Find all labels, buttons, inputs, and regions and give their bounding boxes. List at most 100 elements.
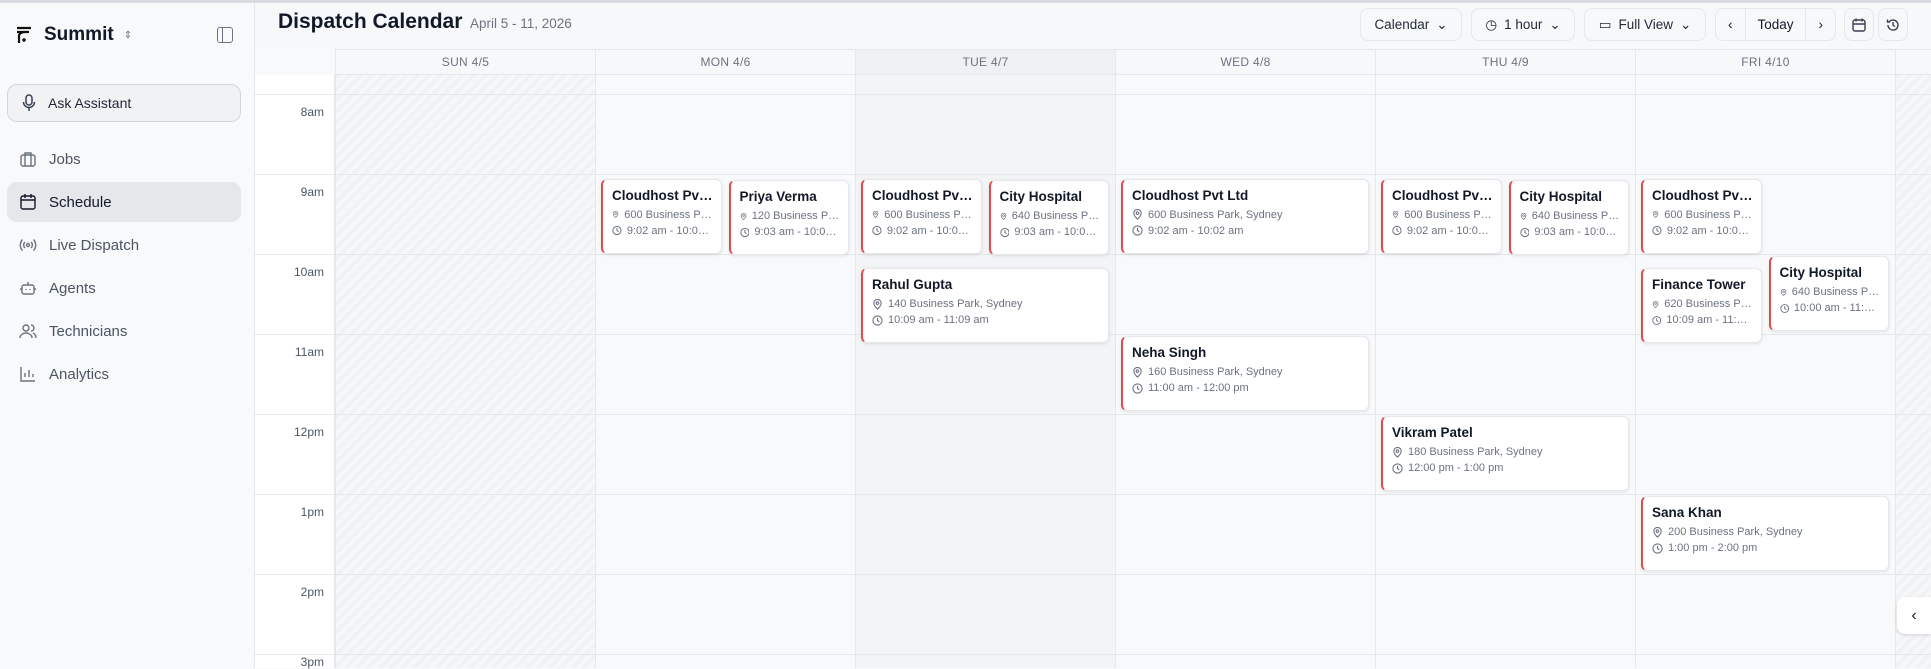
previous-week-button[interactable]: ‹ bbox=[1716, 9, 1746, 40]
ask-assistant-button[interactable]: Ask Assistant bbox=[7, 84, 241, 122]
job-title: City Hospital bbox=[1519, 189, 1603, 204]
job-address: 640 Business Park, Sydney bbox=[1791, 286, 1880, 298]
calendar-icon: ▭ bbox=[1598, 16, 1612, 32]
date-picker-button[interactable] bbox=[1844, 8, 1874, 41]
day-column[interactable] bbox=[1895, 75, 1931, 668]
job-card[interactable]: City Hospital 640 Business Park, Sydney … bbox=[1508, 180, 1629, 255]
sidebar-item-technicians[interactable]: Technicians bbox=[7, 311, 241, 351]
calendar-icon bbox=[20, 194, 36, 210]
job-card[interactable]: Rahul Gupta 140 Business Park, Sydney 10… bbox=[861, 268, 1109, 343]
job-card[interactable]: Vikram Patel 180 Business Park, Sydney 1… bbox=[1381, 416, 1629, 491]
date-navigation: ‹ Today › bbox=[1715, 8, 1836, 41]
time-gutter: 8am 9am 10am 11am 12pm 1pm 2pm 3pm bbox=[255, 75, 335, 668]
map-pin-icon bbox=[1133, 209, 1142, 220]
job-card[interactable]: Cloudhost Pvt Ltd 600 Business Park, Syd… bbox=[1121, 178, 1369, 254]
map-pin-icon bbox=[872, 210, 879, 219]
map-pin-icon bbox=[1392, 210, 1399, 219]
job-card[interactable]: Sana Khan 200 Business Park, Sydney 1:00… bbox=[1641, 496, 1889, 571]
day-column[interactable] bbox=[1115, 75, 1375, 668]
job-card[interactable]: City Hospital 640 Business Park, Sydney … bbox=[1768, 256, 1889, 331]
job-card[interactable]: Cloudhost Pvt Ltd 600 Business Park, Syd… bbox=[601, 178, 722, 254]
hour-label: 9am bbox=[300, 185, 324, 199]
job-time: 9:03 am - 10:03 am bbox=[754, 226, 840, 238]
sidebar-item-agents[interactable]: Agents bbox=[7, 268, 241, 308]
view-select[interactable]: Calendar ⌄ bbox=[1360, 8, 1462, 41]
day-column[interactable] bbox=[335, 75, 595, 668]
job-address: 640 Business Park, Sydney bbox=[1011, 210, 1100, 222]
sidebar-item-label: Agents bbox=[49, 279, 96, 297]
job-title: Sana Khan bbox=[1652, 505, 1722, 520]
chevron-left-icon: ‹ bbox=[1911, 606, 1917, 624]
hour-line bbox=[255, 174, 1931, 175]
sidebar: Summit ⇕ Ask Assistant Jobs Schedule Live … bbox=[0, 0, 255, 668]
page-title: Dispatch Calendar bbox=[278, 10, 463, 33]
today-button[interactable]: Today bbox=[1746, 9, 1807, 40]
map-pin-icon bbox=[1393, 446, 1402, 458]
workspace-name: Summit bbox=[44, 24, 114, 45]
sidebar-item-schedule[interactable]: Schedule bbox=[7, 182, 241, 222]
job-time: 9:02 am - 10:02 am bbox=[626, 224, 713, 237]
day-column[interactable] bbox=[855, 75, 1115, 668]
map-pin-icon bbox=[1653, 526, 1662, 538]
job-time: 9:03 am - 10:03 am bbox=[1534, 226, 1620, 238]
clock-icon bbox=[1392, 462, 1403, 474]
collapse-sidebar-icon[interactable] bbox=[217, 27, 233, 43]
job-time: 12:00 pm - 1:00 pm bbox=[1408, 462, 1504, 474]
day-column[interactable] bbox=[1635, 75, 1895, 668]
hour-line bbox=[255, 414, 1931, 415]
job-card[interactable]: Finance Tower 620 Business Park, Sydney … bbox=[1641, 268, 1762, 343]
interval-select[interactable]: ◷ 1 hour ⌄ bbox=[1471, 8, 1575, 41]
map-pin-icon bbox=[873, 298, 882, 310]
job-card[interactable]: Neha Singh 160 Business Park, Sydney 11:… bbox=[1121, 336, 1369, 411]
job-title: Neha Singh bbox=[1132, 345, 1207, 360]
mode-select[interactable]: ▭ Full View ⌄ bbox=[1584, 8, 1706, 41]
job-card[interactable]: Cloudhost Pvt Ltd 600 Business Park, Syd… bbox=[1381, 178, 1502, 254]
sidebar-nav: Jobs Schedule Live Dispatch Agents Technicia… bbox=[7, 139, 241, 397]
history-button[interactable] bbox=[1878, 8, 1908, 41]
hour-label: 11am bbox=[294, 345, 324, 359]
job-time: 9:02 am - 10:02 am bbox=[1406, 224, 1493, 237]
hour-label: 3pm bbox=[300, 655, 324, 669]
job-address: 600 Business Park, Sydney bbox=[884, 208, 972, 221]
job-time: 11:00 am - 12:00 pm bbox=[1148, 382, 1249, 394]
job-time: 10:09 am - 11:09 am bbox=[1666, 314, 1752, 326]
job-time: 9:02 am - 10:02 am bbox=[1148, 224, 1244, 237]
clock-icon bbox=[872, 226, 882, 236]
job-card[interactable]: Cloudhost Pvt Ltd 600 Business Park, Syd… bbox=[1641, 178, 1762, 254]
day-column[interactable] bbox=[1375, 75, 1635, 668]
mode-select-label: Full View bbox=[1618, 17, 1673, 32]
job-title: Priya Verma bbox=[739, 189, 817, 204]
sidebar-item-live-dispatch[interactable]: Live Dispatch bbox=[7, 225, 241, 265]
day-header: THU 4/9 bbox=[1375, 49, 1635, 75]
chevron-down-icon: ⌄ bbox=[1436, 16, 1448, 32]
microphone-icon bbox=[22, 94, 36, 111]
job-time: 10:00 am - 11:00 am bbox=[1793, 302, 1880, 314]
job-title: Rahul Gupta bbox=[872, 277, 953, 292]
clock-icon bbox=[739, 227, 750, 237]
clock-icon bbox=[1652, 315, 1662, 325]
day-column[interactable] bbox=[595, 75, 855, 668]
day-header: SUN 4/5 bbox=[335, 49, 595, 75]
day-header: FRI 4/10 bbox=[1635, 49, 1895, 75]
job-address: 140 Business Park, Sydney bbox=[888, 298, 1023, 310]
job-card[interactable]: City Hospital 640 Business Park, Sydney … bbox=[988, 180, 1109, 255]
interval-select-label: 1 hour bbox=[1504, 17, 1543, 32]
next-week-button[interactable]: › bbox=[1806, 9, 1835, 40]
clock-icon bbox=[1392, 226, 1402, 236]
sidebar-item-jobs[interactable]: Jobs bbox=[7, 139, 241, 179]
job-time: 1:00 pm - 2:00 pm bbox=[1668, 542, 1758, 554]
job-card[interactable]: Cloudhost Pvt Ltd 600 Business Park, Syd… bbox=[861, 178, 982, 254]
sidebar-item-analytics[interactable]: Analytics bbox=[7, 354, 241, 394]
broadcast-icon bbox=[19, 239, 37, 251]
chevron-left-icon: ‹ bbox=[1728, 17, 1733, 32]
users-icon bbox=[19, 324, 37, 339]
workspace-switcher[interactable]: Summit ⇕ bbox=[14, 24, 132, 46]
bar-chart-icon bbox=[20, 367, 35, 382]
expand-panel-button[interactable]: ‹ bbox=[1897, 597, 1931, 634]
hour-line bbox=[255, 654, 1931, 655]
job-address: 620 Business Park, Sydney bbox=[1664, 298, 1752, 310]
map-pin-icon bbox=[1520, 212, 1526, 220]
view-select-label: Calendar bbox=[1374, 17, 1430, 32]
job-card[interactable]: Priya Verma 120 Business Park, Sydney 9:… bbox=[728, 180, 849, 255]
hour-label: 1pm bbox=[300, 505, 324, 519]
